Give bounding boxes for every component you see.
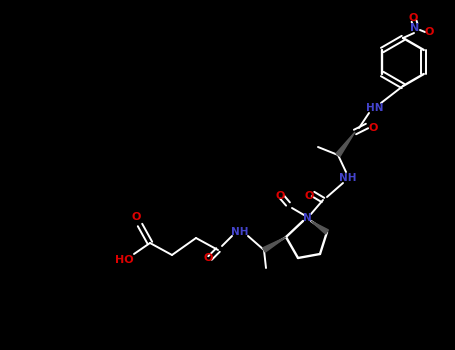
Text: O: O (131, 212, 141, 222)
Polygon shape (336, 132, 355, 156)
Text: O: O (203, 253, 212, 263)
Text: O: O (408, 13, 418, 23)
Text: NH: NH (339, 173, 357, 183)
Text: O: O (304, 191, 313, 201)
Text: O: O (368, 123, 378, 133)
Text: NH: NH (231, 227, 249, 237)
Text: HO: HO (115, 255, 133, 265)
Text: HN: HN (366, 103, 384, 113)
Polygon shape (311, 221, 329, 234)
Text: N: N (303, 213, 311, 223)
Text: O: O (425, 27, 434, 37)
Text: O: O (275, 191, 285, 201)
Text: N: N (410, 23, 420, 33)
Polygon shape (263, 237, 286, 252)
